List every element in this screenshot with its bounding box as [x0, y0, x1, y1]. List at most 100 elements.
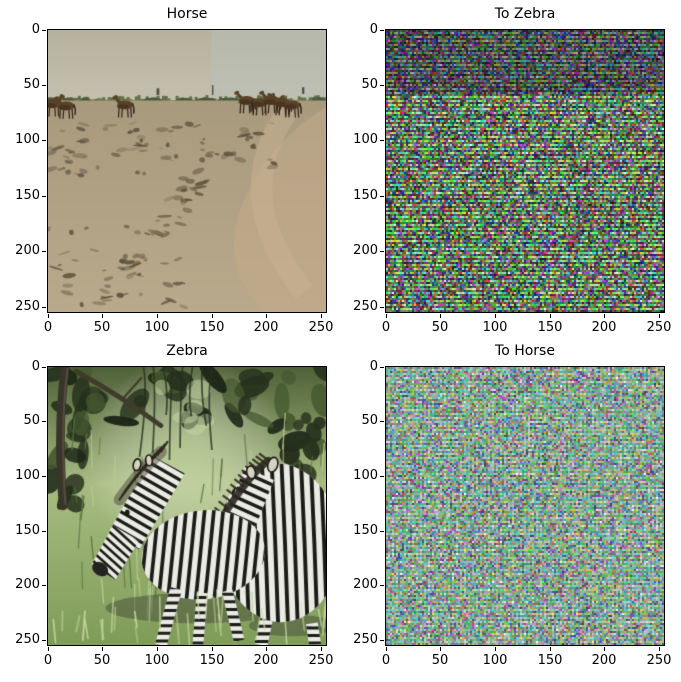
y-tick-mark [42, 585, 46, 586]
x-tick-mark [440, 314, 441, 318]
y-tick-label: 0 [369, 22, 378, 37]
x-tick-mark [102, 314, 103, 318]
x-tick-mark [157, 647, 158, 651]
y-tick-label: 0 [31, 359, 40, 374]
x-tick-label: 50 [93, 320, 111, 335]
y-tick-mark [380, 476, 384, 477]
y-tick-mark [380, 140, 384, 141]
y-tick-mark [380, 307, 384, 308]
x-tick-label: 200 [253, 320, 279, 335]
x-tick-label: 250 [308, 653, 334, 668]
x-tick-label: 200 [591, 320, 617, 335]
x-tick-mark [495, 314, 496, 318]
subplot-title-horse: Horse [166, 6, 208, 22]
y-tick-mark [42, 251, 46, 252]
y-tick-mark [42, 367, 46, 368]
x-tick-mark [321, 314, 322, 318]
y-tick-label: 250 [353, 299, 378, 314]
y-tick-label: 150 [15, 523, 40, 538]
y-tick-mark [380, 251, 384, 252]
y-tick-label: 100 [15, 468, 40, 483]
y-tick-label: 50 [361, 77, 378, 92]
x-tick-mark [212, 314, 213, 318]
y-tick-label: 50 [23, 413, 40, 428]
x-tick-label: 50 [431, 653, 449, 668]
x-tick-label: 100 [144, 320, 170, 335]
x-tick-mark [659, 314, 660, 318]
y-tick-mark [42, 196, 46, 197]
y-tick-label: 100 [353, 132, 378, 147]
x-tick-label: 100 [482, 320, 508, 335]
y-tick-label: 200 [353, 243, 378, 258]
x-tick-mark [386, 314, 387, 318]
horse-photo-canvas [48, 30, 326, 312]
y-tick-label: 200 [15, 577, 40, 592]
x-tick-label: 250 [646, 320, 672, 335]
y-tick-label: 0 [31, 22, 40, 37]
y-tick-mark [42, 531, 46, 532]
y-tick-label: 250 [353, 632, 378, 647]
y-tick-label: 50 [23, 77, 40, 92]
y-tick-mark [42, 140, 46, 141]
y-tick-label: 100 [15, 132, 40, 147]
x-tick-mark [48, 314, 49, 318]
to-zebra-noise-canvas [386, 30, 664, 312]
y-tick-mark [380, 585, 384, 586]
y-tick-label: 250 [15, 299, 40, 314]
x-tick-mark [157, 314, 158, 318]
x-tick-mark [212, 647, 213, 651]
x-tick-label: 200 [253, 653, 279, 668]
x-tick-mark [266, 647, 267, 651]
y-tick-mark [380, 30, 384, 31]
x-tick-mark [440, 647, 441, 651]
y-tick-mark [380, 640, 384, 641]
x-tick-mark [604, 647, 605, 651]
y-tick-mark [42, 640, 46, 641]
y-tick-label: 250 [15, 632, 40, 647]
x-tick-mark [550, 314, 551, 318]
zebra-image-axes [47, 366, 327, 646]
x-tick-label: 250 [646, 653, 672, 668]
x-tick-label: 150 [199, 320, 225, 335]
y-tick-mark [42, 476, 46, 477]
x-tick-mark [386, 647, 387, 651]
x-tick-label: 150 [537, 653, 563, 668]
y-tick-label: 100 [353, 468, 378, 483]
zebra-photo-canvas [48, 367, 326, 645]
y-tick-label: 200 [15, 243, 40, 258]
x-tick-label: 0 [381, 653, 391, 668]
to-zebra-image-axes [385, 29, 665, 313]
y-tick-label: 150 [15, 188, 40, 203]
x-tick-label: 0 [43, 320, 53, 335]
x-tick-mark [48, 647, 49, 651]
x-tick-mark [604, 314, 605, 318]
to-horse-image-axes [385, 366, 665, 646]
y-tick-mark [42, 421, 46, 422]
x-tick-mark [659, 647, 660, 651]
x-tick-label: 100 [482, 653, 508, 668]
x-tick-label: 50 [431, 320, 449, 335]
y-tick-mark [380, 421, 384, 422]
y-tick-label: 150 [353, 188, 378, 203]
horse-image-axes [47, 29, 327, 313]
y-tick-mark [380, 196, 384, 197]
y-tick-label: 150 [353, 523, 378, 538]
x-tick-label: 150 [537, 320, 563, 335]
y-tick-mark [380, 367, 384, 368]
subplot-title-to-zebra: To Zebra [494, 6, 556, 22]
x-tick-mark [495, 647, 496, 651]
x-tick-label: 250 [308, 320, 334, 335]
y-tick-label: 0 [369, 359, 378, 374]
y-tick-label: 50 [361, 413, 378, 428]
x-tick-label: 0 [43, 653, 53, 668]
to-horse-noise-canvas [386, 367, 664, 645]
y-tick-mark [42, 85, 46, 86]
x-tick-label: 0 [381, 320, 391, 335]
x-tick-mark [550, 647, 551, 651]
subplot-title-to-horse: To Horse [495, 343, 555, 359]
